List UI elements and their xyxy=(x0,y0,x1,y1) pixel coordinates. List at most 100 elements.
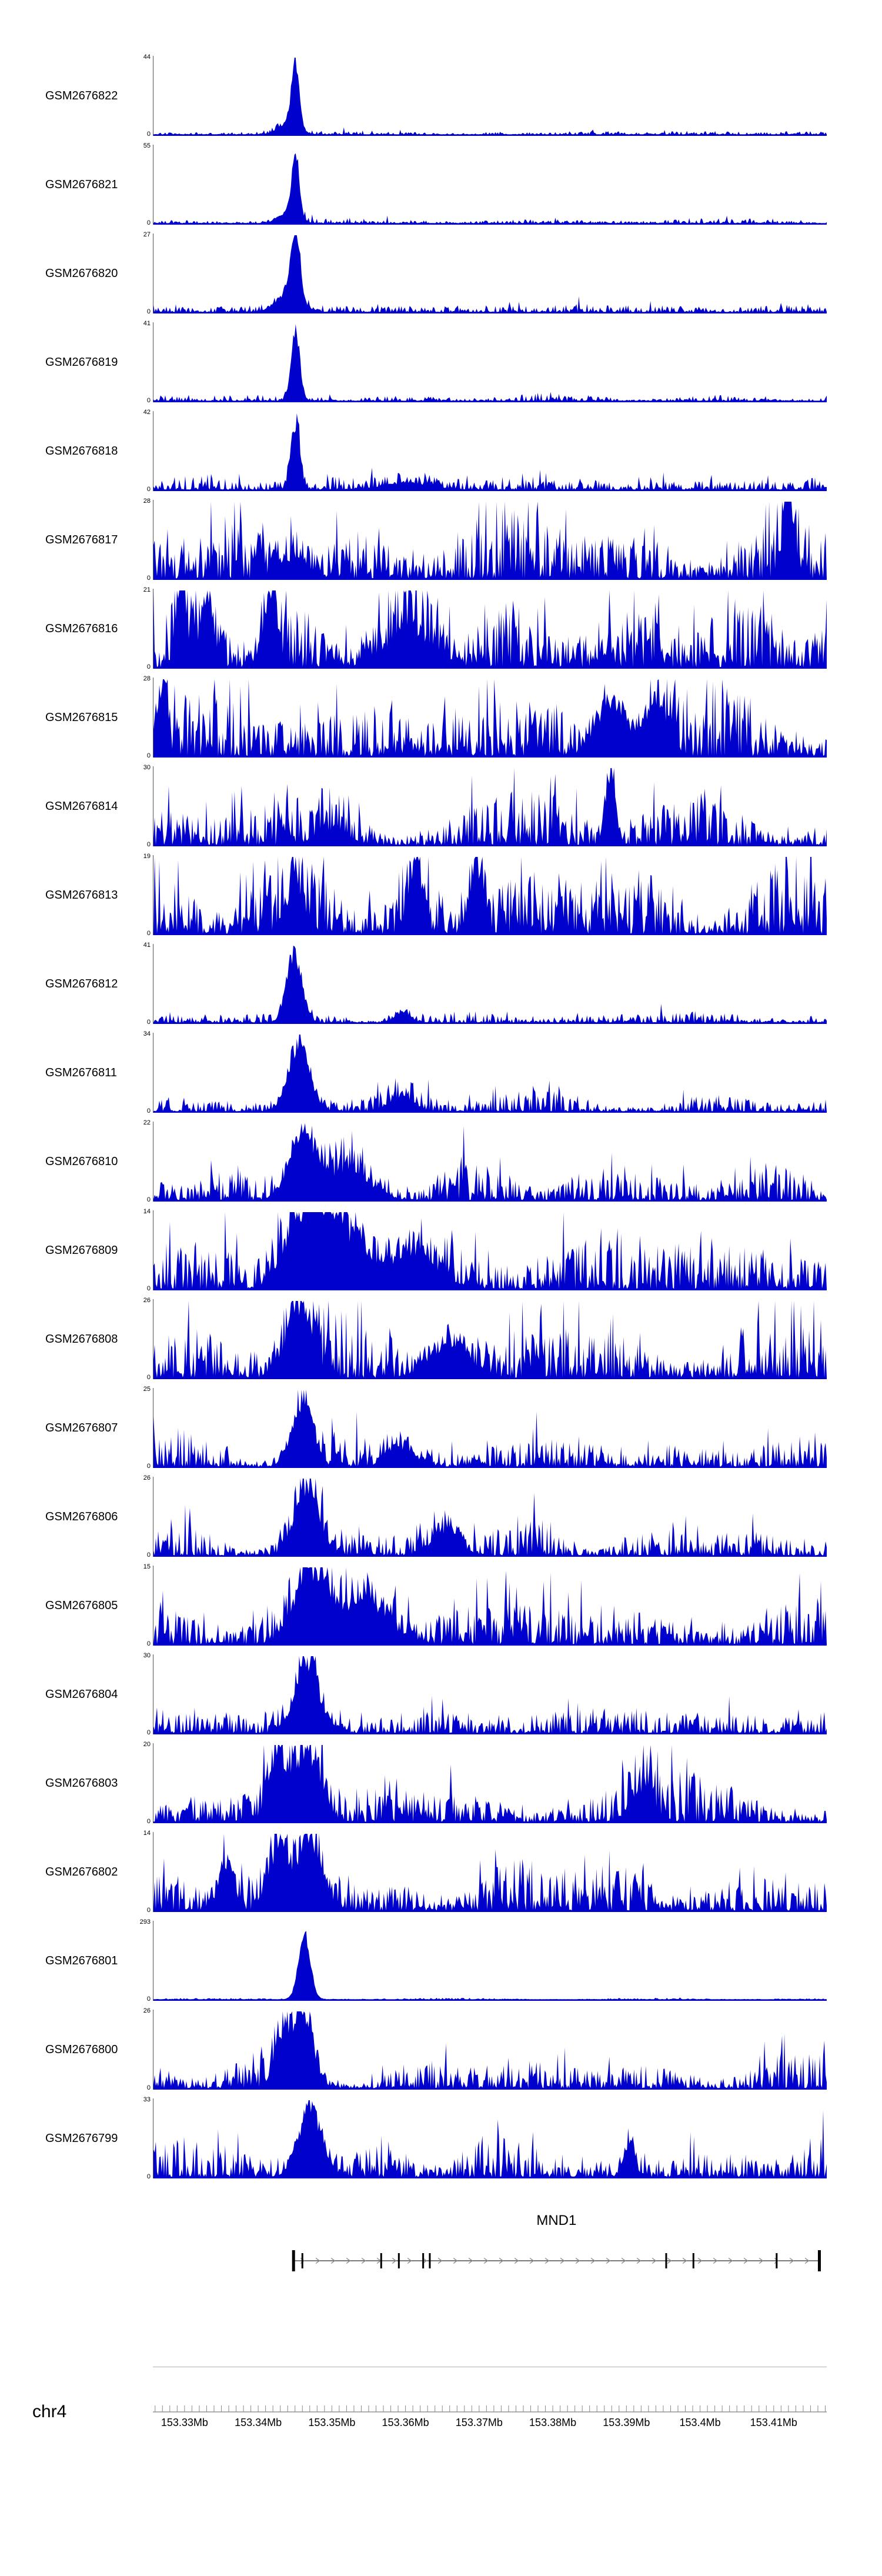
track-sample-label: GSM2676802 xyxy=(45,1865,118,1878)
axis-tick-label: 153.39Mb xyxy=(603,2417,650,2428)
track-sample-label: GSM2676817 xyxy=(45,533,118,546)
coverage-signal xyxy=(153,1123,827,1202)
track-ymax-label: 22 xyxy=(143,1119,151,1126)
track-sample-label: GSM2676803 xyxy=(45,1776,118,1790)
coverage-track-row: GSM2676803 20 0 xyxy=(0,1741,882,1825)
coverage-track-row: GSM2676817 28 0 xyxy=(0,498,882,582)
track-ymax-label: 42 xyxy=(143,409,151,416)
coverage-track-row: GSM2676818 42 0 xyxy=(0,409,882,493)
track-plot-area: 34 0 xyxy=(143,1031,827,1115)
coverage-track-row: GSM2676805 15 0 xyxy=(0,1564,882,1647)
track-ymin-label: 0 xyxy=(146,841,151,848)
track-sample-label: GSM2676812 xyxy=(45,977,118,990)
track-ymin-label: 0 xyxy=(146,930,151,937)
track-ymin-label: 0 xyxy=(146,1551,151,1559)
track-ymax-label: 44 xyxy=(143,54,151,61)
track-ymin-label: 0 xyxy=(146,131,151,138)
track-ymin-label: 0 xyxy=(146,1818,151,1825)
coverage-signal xyxy=(153,324,827,402)
track-ymax-label: 20 xyxy=(143,1741,151,1748)
axis-tick-label: 153.37Mb xyxy=(455,2417,503,2428)
coverage-track-row: GSM2676810 22 0 xyxy=(0,1119,882,1203)
track-sample-label: GSM2676815 xyxy=(45,710,118,724)
track-ymin-label: 0 xyxy=(146,1374,151,1381)
track-ymin-label: 0 xyxy=(146,1196,151,1203)
coverage-track-row: GSM2676799 33 0 xyxy=(0,2097,882,2180)
coverage-signal xyxy=(153,768,827,846)
track-ymax-label: 34 xyxy=(143,1030,151,1037)
track-ymax-label: 30 xyxy=(143,1652,151,1659)
track-ymax-label: 30 xyxy=(143,764,151,771)
coverage-track-row: GSM2676816 21 0 xyxy=(0,586,882,670)
track-sample-label: GSM2676813 xyxy=(45,888,118,902)
track-ymin-label: 0 xyxy=(146,1996,151,2003)
track-sample-label: GSM2676811 xyxy=(45,1066,117,1079)
track-plot-area: 25 0 xyxy=(143,1386,827,1470)
coverage-track-row: GSM2676804 30 0 xyxy=(0,1652,882,1736)
track-ymax-label: 19 xyxy=(143,853,151,860)
coverage-signal xyxy=(153,1390,827,1468)
track-ymin-label: 0 xyxy=(146,2084,151,2091)
axis-tick-label: 153.36Mb xyxy=(382,2417,429,2428)
track-sample-label: GSM2676808 xyxy=(45,1332,118,1346)
track-plot-area: 30 0 xyxy=(143,765,827,848)
track-ymin-label: 0 xyxy=(146,1285,151,1292)
axis-tick-labels: 153.33Mb 153.34Mb 153.35Mb 153.36Mb 153.37Mb… xyxy=(153,2417,827,2432)
track-ymax-label: 27 xyxy=(143,231,151,238)
coverage-track-row: GSM2676807 25 0 xyxy=(0,1386,882,1470)
track-plot-area: 55 0 xyxy=(143,143,827,226)
track-sample-label: GSM2676814 xyxy=(45,799,118,813)
track-ymax-label: 28 xyxy=(143,675,151,682)
track-plot-area: 14 0 xyxy=(143,1209,827,1292)
coverage-track-row: GSM2676809 14 0 xyxy=(0,1209,882,1292)
track-ymax-label: 55 xyxy=(143,142,151,149)
track-plot-area: 20 0 xyxy=(143,1741,827,1825)
gene-track: MND1 xyxy=(0,2213,882,2301)
track-plot-area: 41 0 xyxy=(143,321,827,404)
track-ymin-label: 0 xyxy=(146,663,151,670)
track-plot-area: 42 0 xyxy=(143,409,827,493)
coverage-track-row: GSM2676812 41 0 xyxy=(0,942,882,1026)
coverage-signal xyxy=(153,590,827,669)
coverage-signal xyxy=(153,153,827,225)
coverage-signal xyxy=(153,679,827,758)
axis-tick-label: 153.35Mb xyxy=(308,2417,356,2428)
track-sample-label: GSM2676818 xyxy=(45,444,118,458)
track-sample-label: GSM2676820 xyxy=(45,266,118,280)
track-ymax-label: 41 xyxy=(143,942,151,949)
coverage-track-row: GSM2676806 26 0 xyxy=(0,1474,882,1559)
track-plot-area: 293 0 xyxy=(140,1919,827,2003)
coverage-track-row: GSM2676813 19 0 xyxy=(0,853,882,937)
track-sample-label: GSM2676804 xyxy=(45,1687,118,1701)
coverage-track-row: GSM2676819 41 0 xyxy=(0,321,882,404)
coverage-track-row: GSM2676815 28 0 xyxy=(0,675,882,759)
coverage-track-row: GSM2676802 14 0 xyxy=(0,1830,882,1914)
coverage-signal xyxy=(153,1656,827,1734)
coverage-track-row: GSM2676811 34 0 xyxy=(0,1031,882,1115)
track-sample-label: GSM2676800 xyxy=(45,2043,118,2056)
gene-name-label: MND1 xyxy=(536,2213,577,2228)
gene-model xyxy=(292,2250,821,2271)
coverage-signal xyxy=(153,1035,827,1113)
track-ymax-label: 25 xyxy=(143,1386,151,1393)
track-sample-label: GSM2676821 xyxy=(45,178,118,191)
coverage-signal xyxy=(153,1931,827,2001)
track-ymin-label: 0 xyxy=(146,752,151,759)
track-plot-area: 14 0 xyxy=(143,1830,827,1914)
coverage-signal xyxy=(153,1301,827,1379)
genome-axis-track: chr4 153.33Mb 153.34Mb 153.35Mb 153.36Mb 153… xyxy=(0,2367,882,2467)
track-sample-label: GSM2676799 xyxy=(45,2131,118,2145)
coverage-track-row: GSM2676814 30 0 xyxy=(0,765,882,848)
coverage-track-row: GSM2676822 44 0 xyxy=(0,54,882,138)
axis-tick-label: 153.41Mb xyxy=(750,2417,797,2428)
coverage-signal xyxy=(153,1834,827,1912)
track-plot-area: 27 0 xyxy=(143,232,827,315)
track-ymax-label: 21 xyxy=(143,586,151,593)
track-sample-label: GSM2676810 xyxy=(45,1154,118,1168)
track-ymin-label: 0 xyxy=(146,1907,151,1914)
track-ymax-label: 14 xyxy=(143,1830,151,1837)
coverage-signal xyxy=(153,58,827,136)
coverage-signal xyxy=(153,2011,827,2090)
track-ymax-label: 26 xyxy=(143,1474,151,1481)
coverage-signal xyxy=(153,2100,827,2178)
